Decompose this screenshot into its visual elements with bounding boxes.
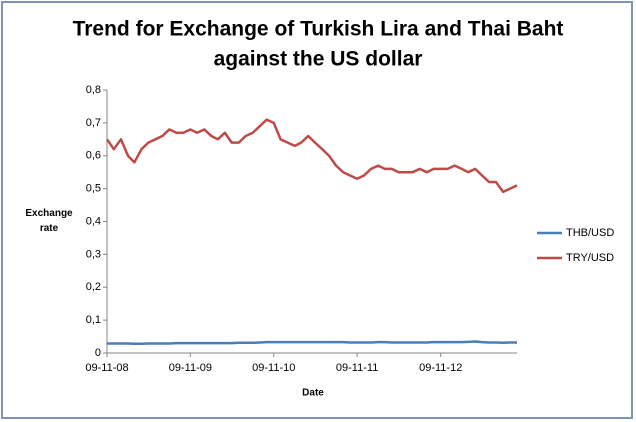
chart-title-line2: against the US dollar — [214, 48, 423, 71]
y-tick-label: 0,1 — [86, 314, 101, 326]
chart-title-line1: Trend for Exchange of Turkish Lira and T… — [73, 18, 564, 41]
y-axis-title: Exchange rate — [25, 208, 73, 234]
x-tick-label: 09-11-09 — [169, 362, 212, 374]
y-tick-label: 0,7 — [86, 117, 101, 129]
y-tick-label: 0,3 — [86, 248, 101, 260]
x-tick-label: 09-11-08 — [85, 362, 128, 374]
legend-label: THB/USD — [566, 227, 614, 239]
series-line — [107, 340, 517, 346]
legend-label: TRY/USD — [566, 252, 614, 264]
x-tick-label: 09-11-11 — [336, 362, 378, 374]
x-tick-label: 09-11-10 — [252, 362, 295, 374]
y-tick-label: 0 — [95, 347, 101, 359]
y-tick-label: 0,6 — [86, 150, 101, 162]
y-tick-label: 0,8 — [86, 84, 101, 96]
y-tick-label: 0,2 — [86, 281, 101, 293]
x-tick-label: 09-11-12 — [419, 362, 462, 374]
series-line — [105, 118, 518, 194]
y-tick-label: 0,4 — [86, 215, 101, 227]
x-axis-title: Date — [302, 388, 324, 399]
y-tick-label: 0,5 — [86, 183, 101, 195]
